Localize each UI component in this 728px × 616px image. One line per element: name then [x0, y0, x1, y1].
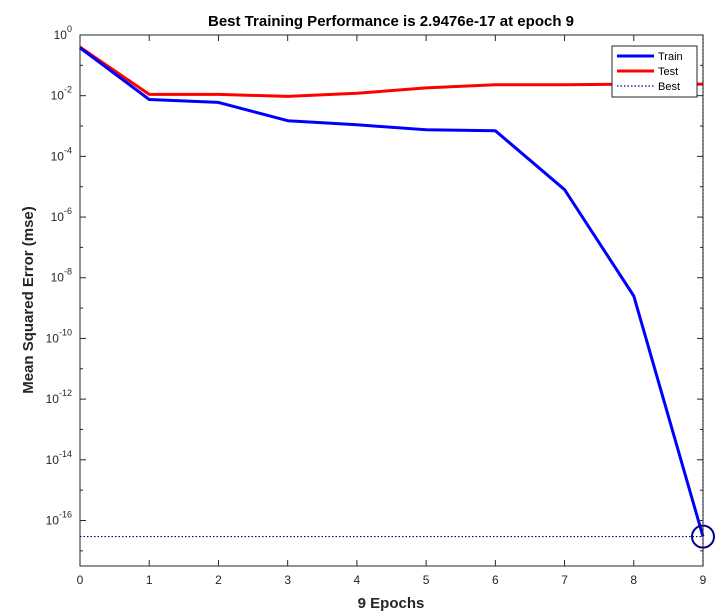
y-tick-exponent: -14: [59, 449, 72, 459]
x-tick-label: 8: [630, 573, 637, 587]
y-tick-base: 10: [51, 271, 65, 285]
y-tick-exponent: -16: [59, 509, 72, 519]
x-tick-label: 5: [423, 573, 430, 587]
x-tick-label: 6: [492, 573, 499, 587]
y-tick-base: 10: [46, 331, 60, 345]
y-tick-exponent: -8: [64, 267, 72, 277]
x-axis-label: 9 Epochs: [358, 595, 425, 612]
y-tick-label: 10-2: [51, 85, 72, 103]
x-tick-label: 7: [561, 573, 568, 587]
y-tick-exponent: 0: [67, 24, 72, 34]
legend-label-test: Test: [658, 66, 678, 78]
y-tick-exponent: -10: [59, 327, 72, 337]
y-tick-label: 10-8: [51, 267, 72, 285]
y-tick-base: 10: [54, 28, 68, 42]
y-tick-label: 10-12: [46, 388, 72, 406]
y-tick-base: 10: [51, 149, 65, 163]
y-tick-label: 10-10: [46, 327, 72, 345]
y-tick-exponent: -12: [59, 388, 72, 398]
y-tick-exponent: -6: [64, 206, 72, 216]
series-line-test: [79, 45, 703, 98]
axes-box: [79, 34, 704, 567]
y-tick-base: 10: [51, 89, 65, 103]
y-tick-label: 100: [54, 24, 72, 42]
y-tick-label: 10-16: [46, 509, 72, 527]
y-tick-base: 10: [46, 513, 60, 527]
x-tick-label: 1: [146, 573, 153, 587]
y-axis-label: Mean Squared Error (mse): [20, 206, 37, 394]
y-tick-base: 10: [46, 453, 60, 467]
series-line-train: [79, 46, 705, 538]
chart-title: Best Training Performance is 2.9476e-17 …: [208, 13, 574, 30]
y-tick-base: 10: [46, 392, 60, 406]
y-tick-label: 10-14: [46, 449, 72, 467]
x-tick-label: 0: [77, 573, 84, 587]
y-tick-exponent: -2: [64, 85, 72, 95]
plot-area: [80, 35, 703, 566]
legend-label-best: Best: [658, 81, 680, 93]
x-tick-label: 4: [354, 573, 361, 587]
y-tick-label: 10-4: [51, 145, 72, 163]
x-tick-label: 3: [284, 573, 291, 587]
y-tick-base: 10: [51, 210, 65, 224]
legend-label-train: Train: [658, 51, 683, 63]
x-tick-label: 9: [700, 573, 707, 587]
y-tick-exponent: -4: [64, 145, 72, 155]
y-tick-label: 10-6: [51, 206, 72, 224]
x-tick-label: 2: [215, 573, 222, 587]
